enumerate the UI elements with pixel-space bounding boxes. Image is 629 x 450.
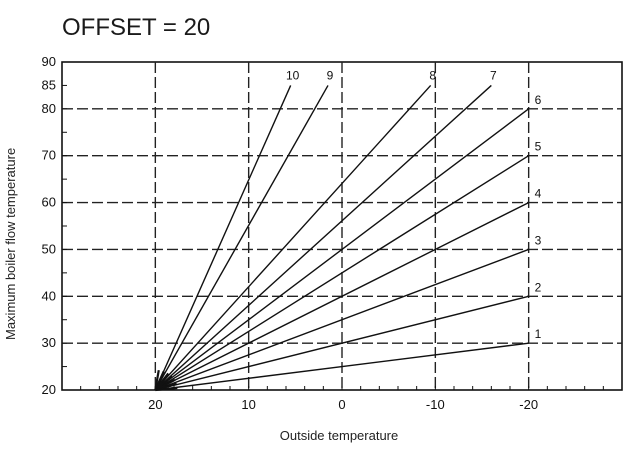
series-label-10: 10 (286, 68, 300, 82)
series-line-9 (154, 85, 329, 391)
series-label-5: 5 (535, 140, 542, 154)
series-label-3: 3 (535, 233, 542, 247)
y-tick-label: 80 (42, 101, 56, 116)
x-axis-label: Outside temperature (280, 428, 399, 443)
series-line-2 (155, 295, 529, 391)
origin-hatch (154, 370, 160, 391)
y-tick-label: 30 (42, 335, 56, 350)
chart-title: OFFSET = 20 (62, 14, 211, 41)
series-line-7 (154, 84, 492, 391)
x-tick-label: -10 (426, 397, 445, 412)
y-tick-label: 20 (42, 382, 56, 397)
y-tick-label: 60 (42, 195, 56, 210)
series-label-4: 4 (535, 187, 542, 201)
series-line-6 (154, 108, 530, 391)
x-tick-label: 0 (338, 397, 345, 412)
y-tick-label: 50 (42, 241, 56, 256)
series-line-4 (155, 201, 529, 391)
x-tick-label: 10 (241, 397, 255, 412)
series-label-9: 9 (327, 68, 334, 82)
series-label-8: 8 (429, 68, 436, 82)
y-tick-label: 85 (42, 77, 56, 92)
y-tick-label: 90 (42, 54, 56, 69)
series-label-7: 7 (490, 68, 497, 82)
series-line-1 (155, 342, 529, 391)
y-tick-label: 40 (42, 288, 56, 303)
series-line-8 (154, 84, 432, 391)
series-line-3 (155, 248, 529, 391)
series-label-1: 1 (535, 327, 542, 341)
x-tick-label: 20 (148, 397, 162, 412)
series-line-5 (154, 155, 530, 391)
x-tick-label: -20 (519, 397, 538, 412)
series-label-6: 6 (535, 93, 542, 107)
series-line-10 (154, 85, 292, 391)
y-tick-label: 70 (42, 148, 56, 163)
series-label-2: 2 (535, 280, 542, 294)
